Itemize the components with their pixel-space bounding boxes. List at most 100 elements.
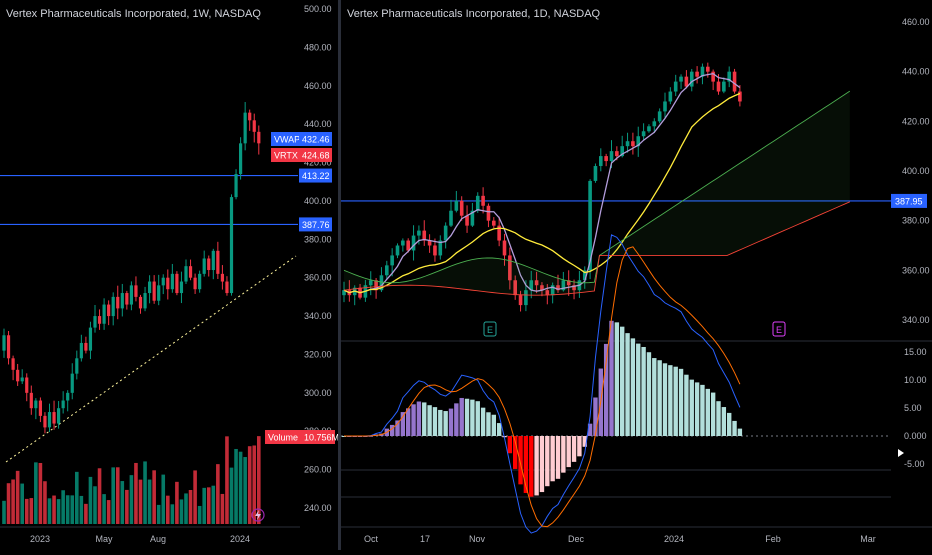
daily-candle[interactable] xyxy=(454,200,459,211)
weekly-candle[interactable] xyxy=(179,281,184,294)
daily-candle[interactable] xyxy=(475,195,480,211)
weekly-candle[interactable] xyxy=(184,266,188,282)
level-413-tag[interactable]: 413.22 xyxy=(302,171,330,181)
daily-candle[interactable] xyxy=(663,101,667,112)
weekly-candle[interactable] xyxy=(120,293,124,309)
weekly-chart-panel[interactable]: Vertex Pharmaceuticals Incorporated, 1W,… xyxy=(0,0,339,550)
weekly-candle[interactable] xyxy=(152,281,156,301)
weekly-candle[interactable] xyxy=(188,266,193,278)
daily-candle[interactable] xyxy=(422,230,427,241)
daily-candle[interactable] xyxy=(572,285,576,291)
daily-candle[interactable] xyxy=(513,280,517,296)
daily-candle[interactable] xyxy=(427,240,432,246)
daily-candle[interactable] xyxy=(497,225,501,241)
daily-candle[interactable] xyxy=(706,66,710,72)
weekly-candle[interactable] xyxy=(243,112,247,144)
weekly-candle[interactable] xyxy=(84,342,88,351)
daily-candle[interactable] xyxy=(636,136,641,147)
weekly-candle[interactable] xyxy=(157,285,161,301)
daily-candle[interactable] xyxy=(502,240,507,256)
weekly-candle[interactable] xyxy=(43,415,47,428)
daily-candle[interactable] xyxy=(550,285,555,296)
daily-candle[interactable] xyxy=(417,230,421,236)
daily-candle[interactable] xyxy=(540,285,544,291)
weekly-candle[interactable] xyxy=(20,377,24,382)
daily-candle[interactable] xyxy=(534,280,539,286)
earnings-marker-icon[interactable]: E xyxy=(776,325,782,335)
weekly-candle[interactable] xyxy=(57,408,61,424)
daily-candle[interactable] xyxy=(631,141,635,147)
daily-candle[interactable] xyxy=(588,180,592,271)
daily-candle[interactable] xyxy=(465,215,469,226)
weekly-candle[interactable] xyxy=(11,358,15,370)
daily-candle[interactable] xyxy=(625,141,630,147)
weekly-candle[interactable] xyxy=(70,373,74,393)
daily-candle[interactable] xyxy=(722,81,726,92)
daily-candle[interactable] xyxy=(668,91,673,102)
cloud-upper-line[interactable] xyxy=(343,90,851,284)
daily-candle[interactable] xyxy=(395,245,400,256)
daily-candle[interactable] xyxy=(700,66,705,77)
weekly-candle[interactable] xyxy=(248,112,252,121)
sma-slow-line[interactable] xyxy=(343,92,741,294)
daily-candle[interactable] xyxy=(438,240,443,256)
daily-candle[interactable] xyxy=(411,235,416,251)
daily-candle[interactable] xyxy=(449,210,453,226)
panel-divider[interactable] xyxy=(338,0,341,550)
volume-value-tag[interactable]: 10.756M xyxy=(304,433,339,443)
weekly-candle[interactable] xyxy=(129,285,133,305)
weekly-candle[interactable] xyxy=(175,273,179,294)
weekly-candle[interactable] xyxy=(79,342,83,359)
daily-candle[interactable] xyxy=(732,71,737,92)
weekly-candle[interactable] xyxy=(211,250,215,271)
daily-candle[interactable] xyxy=(641,131,646,137)
weekly-candle[interactable] xyxy=(229,197,234,294)
daily-candle[interactable] xyxy=(459,200,464,216)
weekly-candle[interactable] xyxy=(220,273,224,282)
weekly-candle[interactable] xyxy=(16,369,20,382)
daily-candle[interactable] xyxy=(401,240,405,246)
weekly-candle[interactable] xyxy=(2,335,6,351)
daily-candle[interactable] xyxy=(556,285,560,291)
weekly-candle[interactable] xyxy=(207,258,211,271)
daily-candle[interactable] xyxy=(599,156,603,167)
daily-candle[interactable] xyxy=(443,225,448,241)
weekly-candle[interactable] xyxy=(252,120,256,132)
weekly-candle[interactable] xyxy=(193,277,197,290)
daily-candle[interactable] xyxy=(647,126,651,132)
daily-candle[interactable] xyxy=(711,71,715,82)
weekly-candle[interactable] xyxy=(97,316,102,324)
weekly-candle[interactable] xyxy=(125,293,129,305)
daily-candle[interactable] xyxy=(695,71,699,77)
daily-candle[interactable] xyxy=(561,280,566,291)
earnings-marker-icon-box[interactable] xyxy=(483,321,497,337)
weekly-candle[interactable] xyxy=(29,392,33,409)
weekly-candle[interactable] xyxy=(6,335,11,359)
lightning-icon[interactable] xyxy=(251,508,265,522)
weekly-candle[interactable] xyxy=(116,296,120,309)
weekly-candle[interactable] xyxy=(93,316,97,328)
volume-label-tag[interactable]: Volume xyxy=(268,433,298,443)
ticker-value-tag[interactable]: 424.68 xyxy=(302,151,330,161)
vwap-label-tag[interactable]: VWAP xyxy=(274,135,300,145)
daily-candle[interactable] xyxy=(679,76,683,82)
weekly-candle[interactable] xyxy=(234,174,238,198)
daily-candle[interactable] xyxy=(368,280,373,286)
weekly-candle[interactable] xyxy=(134,285,138,297)
daily-chart-panel[interactable]: Vertex Pharmaceuticals Incorporated, 1D,… xyxy=(341,0,932,550)
daily-candle[interactable] xyxy=(486,205,491,221)
cloud-lower-line[interactable] xyxy=(343,201,850,296)
daily-candle[interactable] xyxy=(481,195,485,206)
daily-candle[interactable] xyxy=(593,166,598,181)
weekly-candle[interactable] xyxy=(216,250,220,274)
daily-candle[interactable] xyxy=(379,275,384,291)
vwap-value-tag[interactable]: 432.46 xyxy=(302,135,330,145)
weekly-candle[interactable] xyxy=(202,258,206,274)
daily-candle[interactable] xyxy=(524,290,528,306)
weekly-candle[interactable] xyxy=(138,296,143,309)
weekly-candle[interactable] xyxy=(225,281,229,294)
daily-candle[interactable] xyxy=(689,71,694,87)
daily-candle[interactable] xyxy=(673,81,678,92)
weekly-candle[interactable] xyxy=(38,400,42,416)
macd-signal-line[interactable] xyxy=(344,246,741,528)
